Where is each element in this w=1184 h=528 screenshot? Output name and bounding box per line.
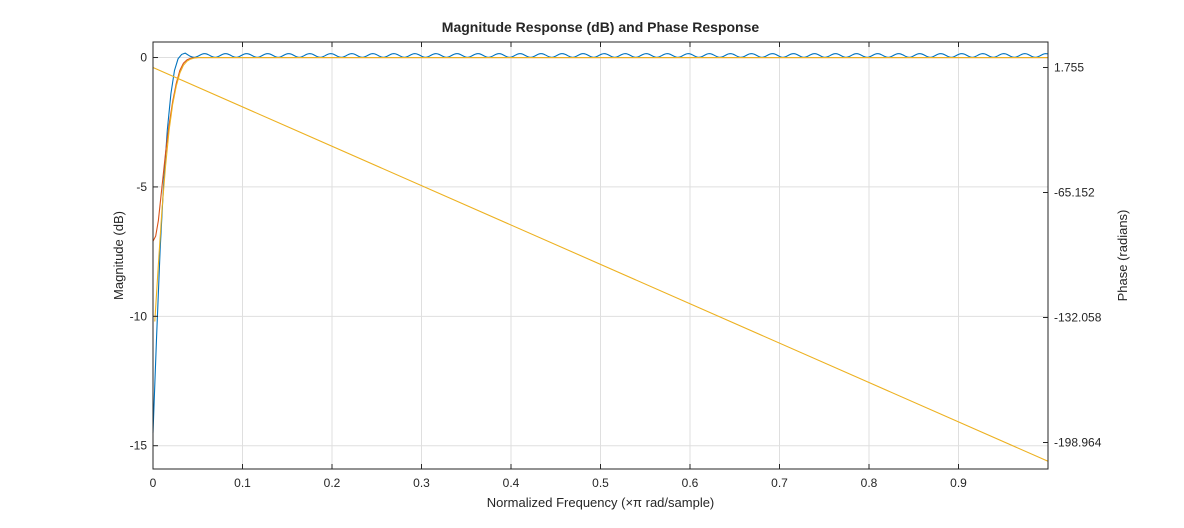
series-line-4 (152, 66, 1049, 462)
y-axis-left-title: Magnitude (dB) (111, 211, 126, 300)
y-left-tick-label: 0 (140, 51, 147, 65)
x-tick-label: 0.9 (950, 476, 967, 490)
x-tick-label: 0.7 (771, 476, 788, 490)
x-tick-label: 0.3 (413, 476, 430, 490)
series-line-3 (154, 56, 1048, 322)
y-right-tick-label: 1.755 (1054, 60, 1084, 74)
x-axis-title: Normalized Frequency (×π rad/sample) (487, 495, 715, 510)
x-tick-label: 0 (150, 476, 157, 490)
y-left-tick-label: -10 (130, 309, 148, 323)
x-tick-label: 0.4 (503, 476, 520, 490)
x-tick-label: 0.6 (682, 476, 699, 490)
x-tick-label: 0.5 (592, 476, 609, 490)
y-left-tick-label: -15 (130, 439, 148, 453)
series-layer (152, 52, 1049, 462)
x-tick-label: 0.1 (234, 476, 251, 490)
x-tick-label: 0.2 (324, 476, 341, 490)
chart-title: Magnitude Response (dB) and Phase Respon… (442, 19, 760, 35)
x-tick-label: 0.8 (861, 476, 878, 490)
y-right-tick-label: -132.058 (1054, 310, 1102, 324)
y-right-tick-label: -65.152 (1054, 185, 1095, 199)
y-axis-right-title: Phase (radians) (1115, 210, 1130, 302)
y-right-tick-label: -198.964 (1054, 435, 1102, 449)
ticks: 0 0.1 0.2 0.3 0.4 0.5 0.6 0.7 0.8 0.9 0 -5 -10 -15 1.7… (130, 42, 1102, 490)
y-left-tick-label: -5 (136, 180, 147, 194)
